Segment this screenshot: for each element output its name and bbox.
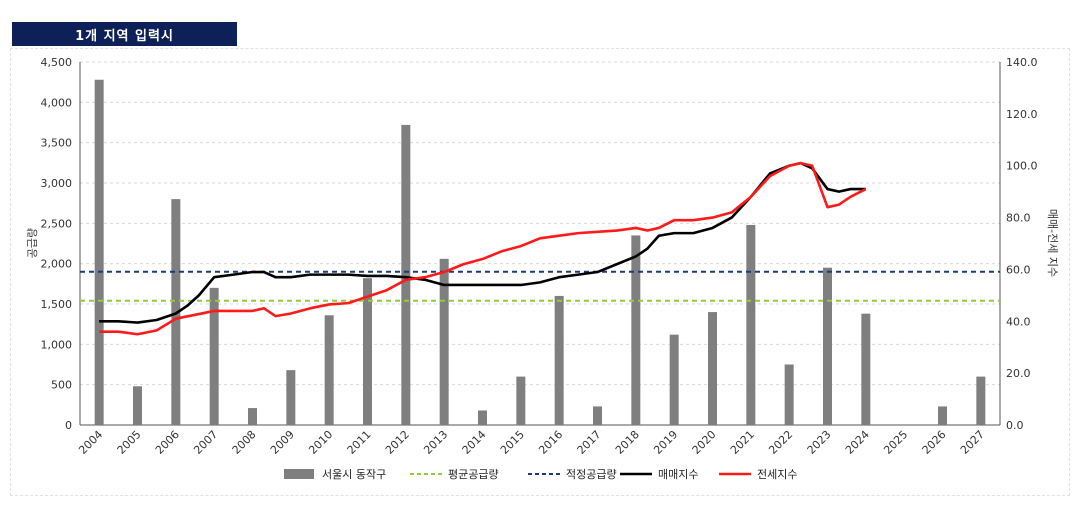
x-tick-label: 2015	[498, 428, 527, 457]
y2-tick-label: 0.0	[1006, 419, 1024, 432]
y2-tick-label: 40.0	[1006, 315, 1031, 328]
bar-2014	[478, 410, 487, 425]
bar-2027	[976, 376, 986, 425]
y2-tick-label: 120.0	[1006, 108, 1038, 121]
legend-label-4: 전세지수	[757, 468, 797, 481]
x-tick-label: 2019	[651, 428, 680, 457]
x-tick-label: 2023	[805, 428, 834, 457]
x-tick-label: 2024	[843, 428, 872, 457]
chart-frame	[10, 48, 1070, 496]
legend-label-1: 평균공급량	[448, 468, 499, 481]
x-tick-label: 2010	[306, 428, 335, 457]
bar-2007	[209, 287, 219, 425]
y-tick-label: 2,500	[41, 217, 73, 230]
x-tick-label: 2027	[958, 428, 987, 457]
bar-2022	[784, 364, 794, 425]
bar-2017	[593, 406, 602, 425]
x-tick-label: 2017	[575, 428, 604, 457]
x-tick-label: 2011	[345, 428, 374, 457]
page-title: 1개 지역 입력시	[12, 22, 237, 46]
bar-2018	[631, 235, 641, 425]
x-tick-label: 2022	[766, 428, 795, 457]
x-tick-label: 2012	[383, 428, 412, 457]
bar-2010	[324, 315, 334, 425]
bar-2013	[439, 258, 449, 425]
x-tick-label: 2004	[76, 428, 105, 457]
y-tick-label: 4,000	[41, 96, 73, 109]
bar-2019	[669, 334, 679, 425]
bar-2020	[708, 312, 717, 425]
y-tick-label: 4,500	[41, 56, 73, 69]
line-series-1	[99, 161, 867, 336]
y2-tick-label: 80.0	[1006, 212, 1031, 225]
x-tick-label: 2008	[230, 428, 259, 457]
bar-2008	[248, 408, 257, 425]
x-tick-label: 2014	[460, 428, 489, 457]
x-tick-label: 2018	[613, 428, 642, 457]
legend-label-3: 매매지수	[658, 468, 698, 481]
x-tick-label: 2005	[115, 428, 144, 457]
y-tick-label: 1,500	[41, 298, 73, 311]
bar-2023	[823, 267, 832, 425]
x-tick-label: 2026	[920, 428, 949, 457]
bar-2011	[363, 278, 372, 425]
y-tick-label: 3,500	[41, 137, 73, 150]
y-tick-label: 0	[65, 419, 72, 432]
x-tick-label: 2021	[728, 428, 757, 457]
bar-2016	[554, 295, 564, 425]
y2-tick-label: 60.0	[1006, 263, 1031, 276]
y-tick-label: 1,000	[41, 338, 73, 351]
bar-2009	[286, 370, 296, 425]
legend-label-2: 적정공급량	[566, 468, 617, 481]
bar-2005	[133, 386, 142, 425]
bar-2021	[746, 224, 756, 425]
legend-swatch-0	[284, 469, 314, 479]
x-tick-label: 2007	[191, 428, 220, 457]
x-tick-label: 2020	[690, 428, 719, 457]
y2-tick-label: 140.0	[1006, 56, 1038, 69]
bar-2026	[938, 406, 947, 425]
x-tick-label: 2006	[153, 428, 182, 457]
y-axis-title: 공급량	[26, 228, 39, 258]
bar-2012	[401, 124, 411, 426]
bar-2024	[861, 313, 871, 425]
y2-tick-label: 100.0	[1006, 160, 1038, 173]
y2-tick-label: 20.0	[1006, 367, 1031, 380]
x-tick-label: 2009	[268, 428, 297, 457]
y2-axis-title: 매매-전세 지수	[1046, 209, 1059, 277]
bar-2015	[516, 376, 526, 425]
y-tick-label: 2,000	[41, 258, 73, 271]
x-tick-label: 2025	[881, 428, 910, 457]
y-tick-label: 3,000	[41, 177, 73, 190]
x-tick-label: 2016	[536, 428, 565, 457]
y-tick-label: 500	[51, 379, 72, 392]
x-tick-label: 2013	[421, 428, 450, 457]
legend-label-0: 서울시 동작구	[322, 468, 386, 481]
bar-2004	[94, 79, 104, 425]
